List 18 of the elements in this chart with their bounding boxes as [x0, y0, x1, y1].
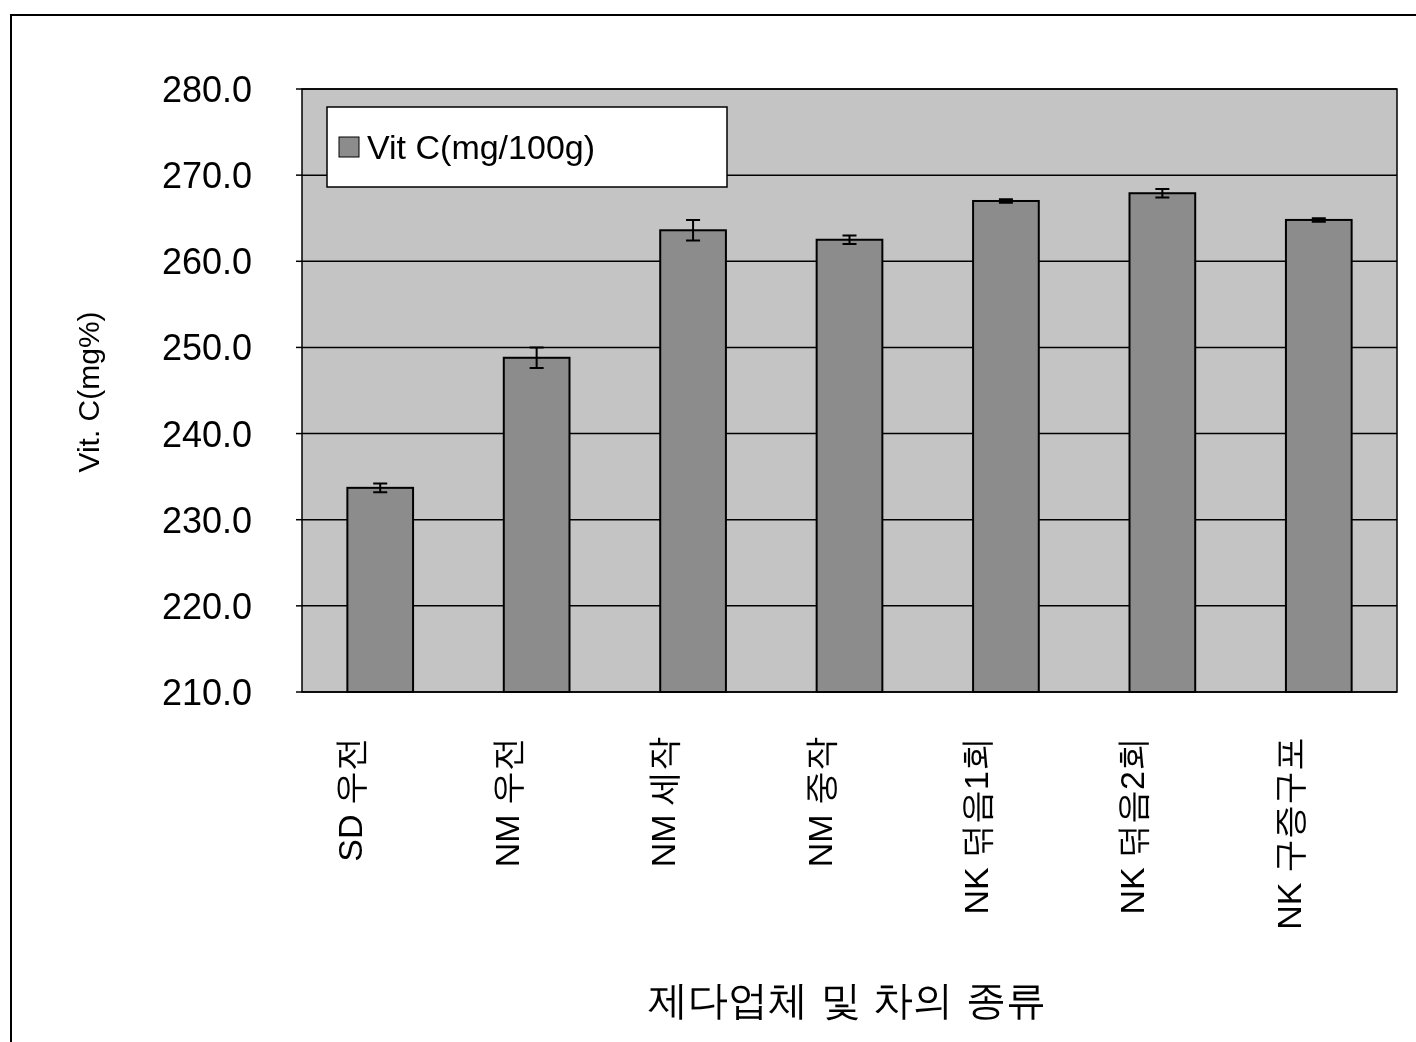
x-tick-label: NK 덖음2회	[1113, 737, 1152, 915]
x-tick-label: NM 중작	[800, 737, 839, 868]
x-tick-label: SD 우전	[331, 737, 370, 862]
y-tick-label: 240.0	[161, 413, 252, 455]
y-tick-label: 220.0	[161, 585, 252, 627]
x-tick-label: NK 덖음1회	[956, 737, 995, 915]
x-tick-label: NK 구증구포	[1269, 737, 1308, 930]
y-axis-title: Vit. C(mg%)	[72, 311, 105, 473]
x-tick-label: NM 우전	[487, 737, 526, 868]
x-axis-title: 제다업체 및 차의 종류	[647, 977, 1047, 1023]
y-tick-label: 270.0	[161, 155, 252, 197]
y-tick-label: 230.0	[161, 499, 252, 541]
y-tick-label: 280.0	[161, 69, 252, 110]
x-tick-label: NM 세작	[644, 737, 683, 868]
legend-label: Vit C(mg/100g)	[367, 128, 596, 166]
y-tick-label: 210.0	[161, 672, 252, 713]
y-tick-label: 260.0	[161, 241, 252, 283]
y-tick-label: 250.0	[161, 327, 252, 369]
